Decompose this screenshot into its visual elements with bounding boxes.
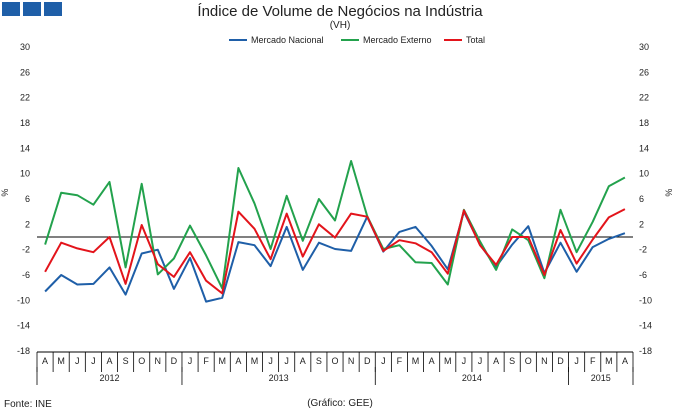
x-tick-label: M bbox=[412, 356, 420, 366]
chart-credit: (Gráfico: GEE) bbox=[307, 398, 373, 409]
x-tick-label: S bbox=[123, 356, 129, 366]
y-axis-label-right: % bbox=[664, 189, 674, 197]
y-tick-label-left: -18 bbox=[17, 346, 30, 356]
y-tick-label-left: 2 bbox=[25, 219, 30, 229]
x-tick-label: A bbox=[42, 356, 48, 366]
x-tick-label: A bbox=[429, 356, 435, 366]
year-label: 2015 bbox=[591, 373, 611, 383]
x-tick-label: F bbox=[397, 356, 403, 366]
y-tick-label-left: -6 bbox=[22, 270, 30, 280]
chart-title: Índice de Volume de Negócios na Indústri… bbox=[197, 3, 483, 20]
y-tick-label-left: 6 bbox=[25, 194, 30, 204]
logo-square bbox=[23, 2, 41, 16]
x-tick-label: D bbox=[364, 356, 371, 366]
year-label: 2012 bbox=[99, 373, 119, 383]
x-tick-label: F bbox=[203, 356, 209, 366]
x-tick-label: M bbox=[218, 356, 226, 366]
y-tick-label-left: 30 bbox=[20, 42, 30, 52]
x-tick-label: J bbox=[462, 356, 467, 366]
logo-square bbox=[2, 2, 20, 16]
x-tick-label: J bbox=[478, 356, 483, 366]
y-tick-label-right: -18 bbox=[639, 346, 652, 356]
legend-label: Total bbox=[466, 35, 485, 45]
y-tick-label-right: 30 bbox=[639, 42, 649, 52]
y-tick-label-left: 14 bbox=[20, 143, 30, 153]
x-tick-label: N bbox=[155, 356, 162, 366]
x-tick-label: A bbox=[235, 356, 241, 366]
x-tick-label: M bbox=[444, 356, 452, 366]
year-label: 2014 bbox=[462, 373, 482, 383]
y-tick-label-right: -10 bbox=[639, 295, 652, 305]
y-tick-label-left: 26 bbox=[20, 67, 30, 77]
logo-square bbox=[44, 2, 62, 16]
series-line-mercado-externo bbox=[44, 160, 626, 290]
source-note: Fonte: INE bbox=[4, 399, 52, 410]
x-tick-label: A bbox=[493, 356, 499, 366]
y-tick-label-left: 18 bbox=[20, 118, 30, 128]
x-tick-label: D bbox=[171, 356, 178, 366]
series-line-mercado-nacional bbox=[44, 210, 626, 303]
legend-label: Mercado Externo bbox=[363, 35, 432, 45]
chart-subtitle: (VH) bbox=[329, 20, 351, 31]
y-tick-label-right: 2 bbox=[639, 219, 644, 229]
y-tick-label-right: 22 bbox=[639, 93, 649, 103]
y-tick-label-right: -6 bbox=[639, 270, 647, 280]
x-tick-label: A bbox=[622, 356, 628, 366]
x-tick-label: J bbox=[574, 356, 579, 366]
x-tick-label: S bbox=[509, 356, 515, 366]
x-tick-label: D bbox=[557, 356, 564, 366]
x-tick-label: F bbox=[590, 356, 596, 366]
series-line-total bbox=[44, 208, 626, 295]
x-tick-label: M bbox=[251, 356, 259, 366]
x-tick-label: J bbox=[381, 356, 386, 366]
x-tick-label: M bbox=[605, 356, 613, 366]
x-tick-label: J bbox=[75, 356, 80, 366]
x-tick-label: J bbox=[188, 356, 193, 366]
x-tick-label: J bbox=[91, 356, 96, 366]
x-tick-label: N bbox=[348, 356, 355, 366]
y-tick-label-left: 22 bbox=[20, 93, 30, 103]
y-tick-label-right: 6 bbox=[639, 194, 644, 204]
x-tick-label: S bbox=[316, 356, 322, 366]
x-tick-label: A bbox=[106, 356, 112, 366]
y-tick-label-right: 18 bbox=[639, 118, 649, 128]
x-tick-label: J bbox=[268, 356, 273, 366]
year-label: 2013 bbox=[269, 373, 289, 383]
y-tick-label-left: 10 bbox=[20, 169, 30, 179]
x-tick-label: O bbox=[331, 356, 338, 366]
x-tick-label: N bbox=[541, 356, 548, 366]
y-tick-label-left: -2 bbox=[22, 245, 30, 255]
y-tick-label-right: 14 bbox=[639, 143, 649, 153]
y-tick-label-right: -14 bbox=[639, 321, 652, 331]
y-tick-label-right: 10 bbox=[639, 169, 649, 179]
x-tick-label: O bbox=[525, 356, 532, 366]
x-tick-label: O bbox=[138, 356, 145, 366]
x-tick-label: M bbox=[57, 356, 65, 366]
x-tick-label: J bbox=[284, 356, 289, 366]
y-tick-label-right: -2 bbox=[639, 245, 647, 255]
y-tick-label-left: -14 bbox=[17, 321, 30, 331]
y-axis-label-left: % bbox=[0, 189, 10, 197]
y-tick-label-right: 26 bbox=[639, 67, 649, 77]
y-tick-label-left: -10 bbox=[17, 295, 30, 305]
x-tick-label: A bbox=[300, 356, 306, 366]
legend-label: Mercado Nacional bbox=[251, 35, 324, 45]
